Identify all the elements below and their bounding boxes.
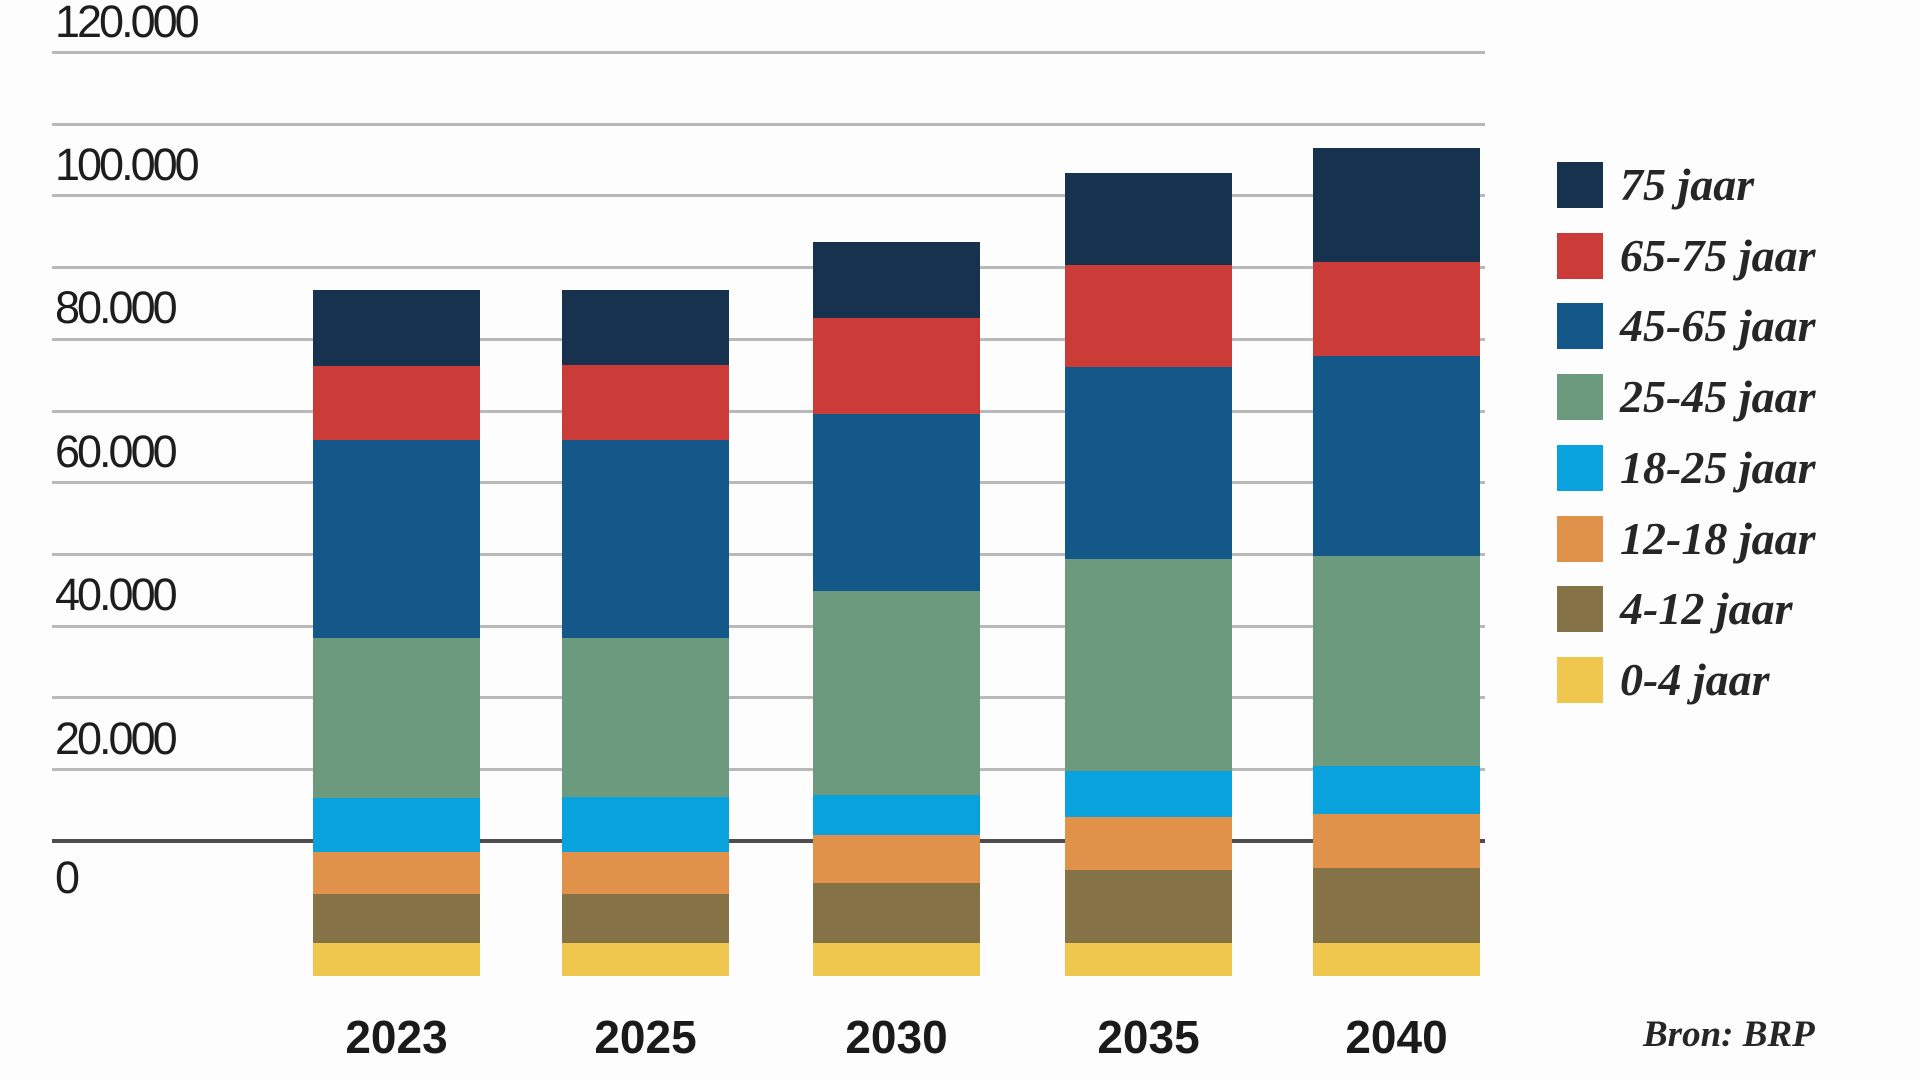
bar-segment-2030-25-45-jaar: [813, 591, 980, 796]
gridline: [52, 624, 1485, 628]
bar-segment-2030-65-75-jaar: [813, 318, 980, 415]
bar-segment-2040-0-4-jaar: [1313, 942, 1480, 977]
legend-label-65-75-jaar: 65-75 jaar: [1620, 229, 1816, 281]
gridline: [52, 266, 1485, 270]
legend-label-25-45-jaar: 25-45 jaar: [1620, 371, 1816, 423]
bar-segment-2023-45-65-jaar: [313, 440, 480, 639]
legend-label-75-jaar: 75 jaar: [1620, 159, 1755, 210]
legend-swatch-65-75-jaar: [1557, 232, 1603, 279]
legend-label-45-65-jaar: 45-65 jaar: [1620, 300, 1816, 352]
source-label: Bron: BRP: [1643, 1014, 1815, 1055]
y-tick-label: 60.000: [55, 425, 178, 477]
gridline: [52, 194, 1485, 198]
gridline: [52, 696, 1485, 700]
legend-label-4-12-jaar: 4-12 jaar: [1620, 583, 1793, 635]
bar-segment-2035-75-jaar: [1065, 172, 1232, 266]
gridline: [52, 122, 1485, 126]
gridline: [52, 552, 1485, 556]
bar-segment-2040-65-75-jaar: [1313, 262, 1480, 357]
legend-swatch-45-65-jaar: [1557, 303, 1603, 350]
bar-segment-2025-75-jaar: [562, 290, 729, 365]
gridline: [52, 768, 1485, 771]
legend-swatch-12-18-jaar: [1557, 515, 1603, 562]
gridline: [52, 51, 1485, 54]
bar-segment-2025-12-18-jaar: [562, 851, 729, 895]
bar-segment-2023-65-75-jaar: [313, 366, 480, 441]
y-tick-label: 120.000: [55, 0, 200, 47]
legend-swatch-0-4-jaar: [1557, 656, 1603, 703]
bar-segment-2025-4-12-jaar: [562, 894, 729, 943]
bar-segment-2040-18-25-jaar: [1313, 765, 1480, 814]
legend-label-0-4-jaar: 0-4 jaar: [1620, 653, 1770, 705]
gridline: [52, 409, 1485, 413]
bar-segment-2023-12-18-jaar: [313, 851, 480, 895]
y-tick-label: 20.000: [55, 712, 178, 764]
bar-segment-2035-25-45-jaar: [1065, 559, 1232, 771]
bar-segment-2030-4-12-jaar: [813, 883, 980, 943]
bar-segment-2030-75-jaar: [813, 241, 980, 319]
bar-segment-2023-75-jaar: [313, 290, 480, 367]
bar-segment-2030-18-25-jaar: [813, 795, 980, 835]
x-label-2023: 2023: [345, 1011, 448, 1063]
bar-segment-2025-25-45-jaar: [562, 638, 729, 798]
y-tick-label: 80.000: [55, 282, 178, 334]
x-label-2040: 2040: [1345, 1011, 1448, 1063]
legend-label-18-25-jaar: 18-25 jaar: [1620, 441, 1816, 493]
bar-segment-2040-45-65-jaar: [1313, 356, 1480, 557]
bar-segment-2030-45-65-jaar: [813, 414, 980, 592]
bar-segment-2025-18-25-jaar: [562, 797, 729, 852]
bar-segment-2035-0-4-jaar: [1065, 942, 1232, 977]
x-label-2025: 2025: [594, 1011, 697, 1063]
x-label-2030: 2030: [845, 1011, 948, 1063]
bar-segment-2035-45-65-jaar: [1065, 367, 1232, 560]
legend-label-12-18-jaar: 12-18 jaar: [1620, 512, 1816, 564]
gridline: [52, 481, 1485, 485]
bar-segment-2035-4-12-jaar: [1065, 870, 1232, 943]
bar-segment-2040-25-45-jaar: [1313, 556, 1480, 766]
y-tick-label: 0: [55, 852, 80, 904]
bar-segment-2025-0-4-jaar: [562, 942, 729, 977]
bar-segment-2023-18-25-jaar: [313, 797, 480, 852]
legend-swatch-4-12-jaar: [1557, 586, 1603, 633]
legend-swatch-25-45-jaar: [1557, 374, 1603, 421]
bar-segment-2040-4-12-jaar: [1313, 867, 1480, 943]
bar-segment-2023-4-12-jaar: [313, 894, 480, 943]
bar-segment-2040-12-18-jaar: [1313, 813, 1480, 868]
bar-segment-2025-45-65-jaar: [562, 440, 729, 639]
bar-segment-2030-0-4-jaar: [813, 942, 980, 977]
bar-segment-2023-25-45-jaar: [313, 638, 480, 798]
bar-segment-2025-65-75-jaar: [562, 364, 729, 441]
x-axis-line: [52, 839, 1485, 844]
bar-segment-2040-75-jaar: [1313, 148, 1480, 263]
legend-swatch-18-25-jaar: [1557, 444, 1603, 491]
x-label-2035: 2035: [1097, 1011, 1200, 1063]
bar-segment-2035-18-25-jaar: [1065, 770, 1232, 817]
legend-swatch-75-jaar: [1557, 162, 1603, 208]
bar-segment-2035-12-18-jaar: [1065, 816, 1232, 871]
gridline: [52, 337, 1485, 341]
bar-segment-2030-12-18-jaar: [813, 834, 980, 884]
y-tick-label: 100.000: [55, 138, 200, 190]
y-tick-label: 40.000: [55, 569, 178, 621]
bar-segment-2035-65-75-jaar: [1065, 265, 1232, 368]
bar-segment-2023-0-4-jaar: [313, 942, 480, 977]
